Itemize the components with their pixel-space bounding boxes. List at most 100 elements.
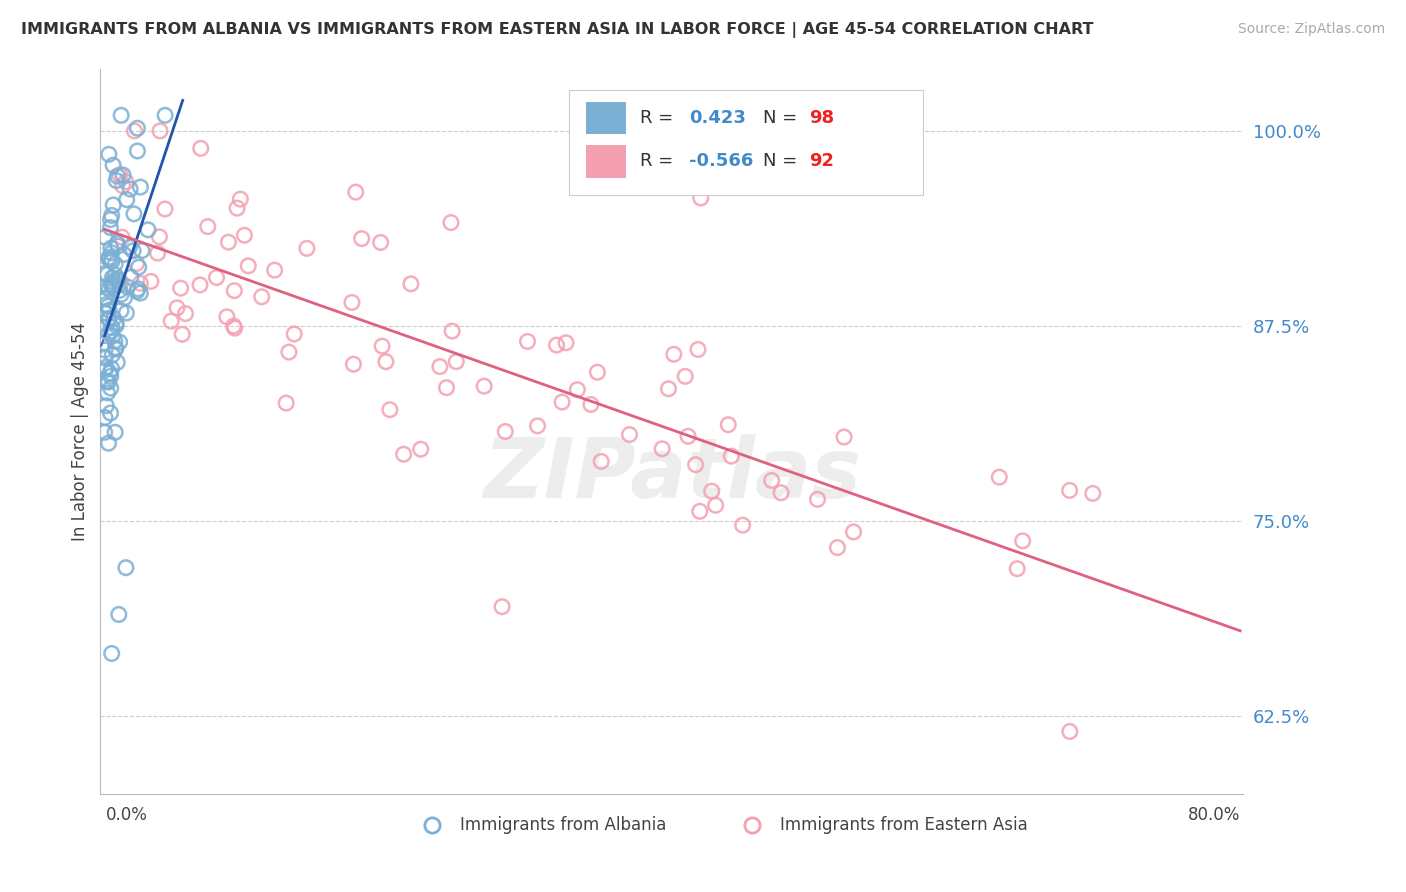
Text: 80.0%: 80.0% <box>1188 806 1240 824</box>
Point <box>399 277 422 291</box>
Point <box>1059 483 1081 498</box>
Point <box>110 303 132 318</box>
Point <box>127 121 149 136</box>
Point <box>127 144 149 158</box>
Point <box>112 291 135 305</box>
Point <box>103 311 125 326</box>
Point <box>685 458 707 472</box>
Text: Immigrants from Eastern Asia: Immigrants from Eastern Asia <box>780 816 1028 834</box>
Point <box>263 263 285 277</box>
Point <box>97 252 120 266</box>
Point <box>217 235 239 249</box>
Text: 98: 98 <box>808 109 834 127</box>
Point <box>104 341 127 355</box>
Point <box>342 357 364 371</box>
Point <box>107 272 129 286</box>
Point <box>125 285 148 299</box>
Point <box>215 310 238 324</box>
Point <box>98 312 121 326</box>
Text: Source: ZipAtlas.com: Source: ZipAtlas.com <box>1237 22 1385 37</box>
Point <box>172 327 194 342</box>
Point <box>129 286 152 301</box>
Point <box>101 271 124 285</box>
Point <box>96 268 118 282</box>
Y-axis label: In Labor Force | Age 45-54: In Labor Force | Age 45-54 <box>72 322 89 541</box>
Point <box>129 180 152 194</box>
Point <box>233 228 256 243</box>
Point <box>93 425 115 440</box>
Point <box>112 168 135 182</box>
Point <box>96 385 118 400</box>
Text: 0.0%: 0.0% <box>105 806 148 824</box>
Point <box>107 239 129 253</box>
Point <box>229 192 252 206</box>
Point <box>516 334 538 349</box>
Point <box>105 355 128 369</box>
Point <box>115 306 138 320</box>
Point <box>197 219 219 234</box>
Point <box>94 360 117 375</box>
Point <box>97 299 120 313</box>
Point <box>1081 486 1104 500</box>
Point <box>146 246 169 260</box>
Point <box>103 198 125 212</box>
Point <box>105 316 128 330</box>
Point <box>988 470 1011 484</box>
Point <box>717 417 740 432</box>
Point <box>842 524 865 539</box>
Point <box>110 108 132 122</box>
Point <box>103 277 125 292</box>
Point <box>100 647 122 661</box>
Point <box>619 427 641 442</box>
Point <box>1011 533 1033 548</box>
Point <box>104 268 127 282</box>
Point <box>277 345 299 359</box>
Point <box>101 320 124 334</box>
Point <box>122 244 145 258</box>
Point <box>371 339 394 353</box>
Point <box>446 354 468 368</box>
Point <box>104 334 127 348</box>
Text: 92: 92 <box>808 153 834 170</box>
Point <box>105 273 128 287</box>
Point <box>657 382 679 396</box>
Text: 0.423: 0.423 <box>689 109 745 127</box>
Point <box>101 329 124 343</box>
Point <box>827 541 849 555</box>
Point <box>148 230 170 244</box>
Point <box>115 175 138 189</box>
Point <box>100 381 122 395</box>
Point <box>491 599 513 614</box>
Point <box>97 375 120 389</box>
Point <box>370 235 392 250</box>
Point <box>94 343 117 357</box>
Point <box>105 318 128 333</box>
Text: Immigrants from Albania: Immigrants from Albania <box>460 816 666 834</box>
Point <box>94 410 117 425</box>
Point <box>378 402 401 417</box>
Point <box>96 292 118 306</box>
Point <box>122 207 145 221</box>
Point <box>94 363 117 377</box>
Point <box>98 303 121 318</box>
Point <box>100 252 122 267</box>
Point <box>94 351 117 365</box>
Point <box>436 381 458 395</box>
Point <box>686 343 709 357</box>
Point <box>770 485 793 500</box>
Point <box>567 383 589 397</box>
Point <box>101 280 124 294</box>
Point <box>124 124 146 138</box>
Point <box>100 241 122 255</box>
Point <box>98 282 121 296</box>
Point <box>94 230 117 244</box>
Point <box>344 185 367 199</box>
Point <box>128 260 150 275</box>
Point <box>129 277 152 291</box>
Point <box>149 124 172 138</box>
Point <box>224 284 246 298</box>
Point <box>94 335 117 350</box>
Point <box>153 202 176 216</box>
Point <box>340 295 363 310</box>
Point <box>105 173 128 187</box>
